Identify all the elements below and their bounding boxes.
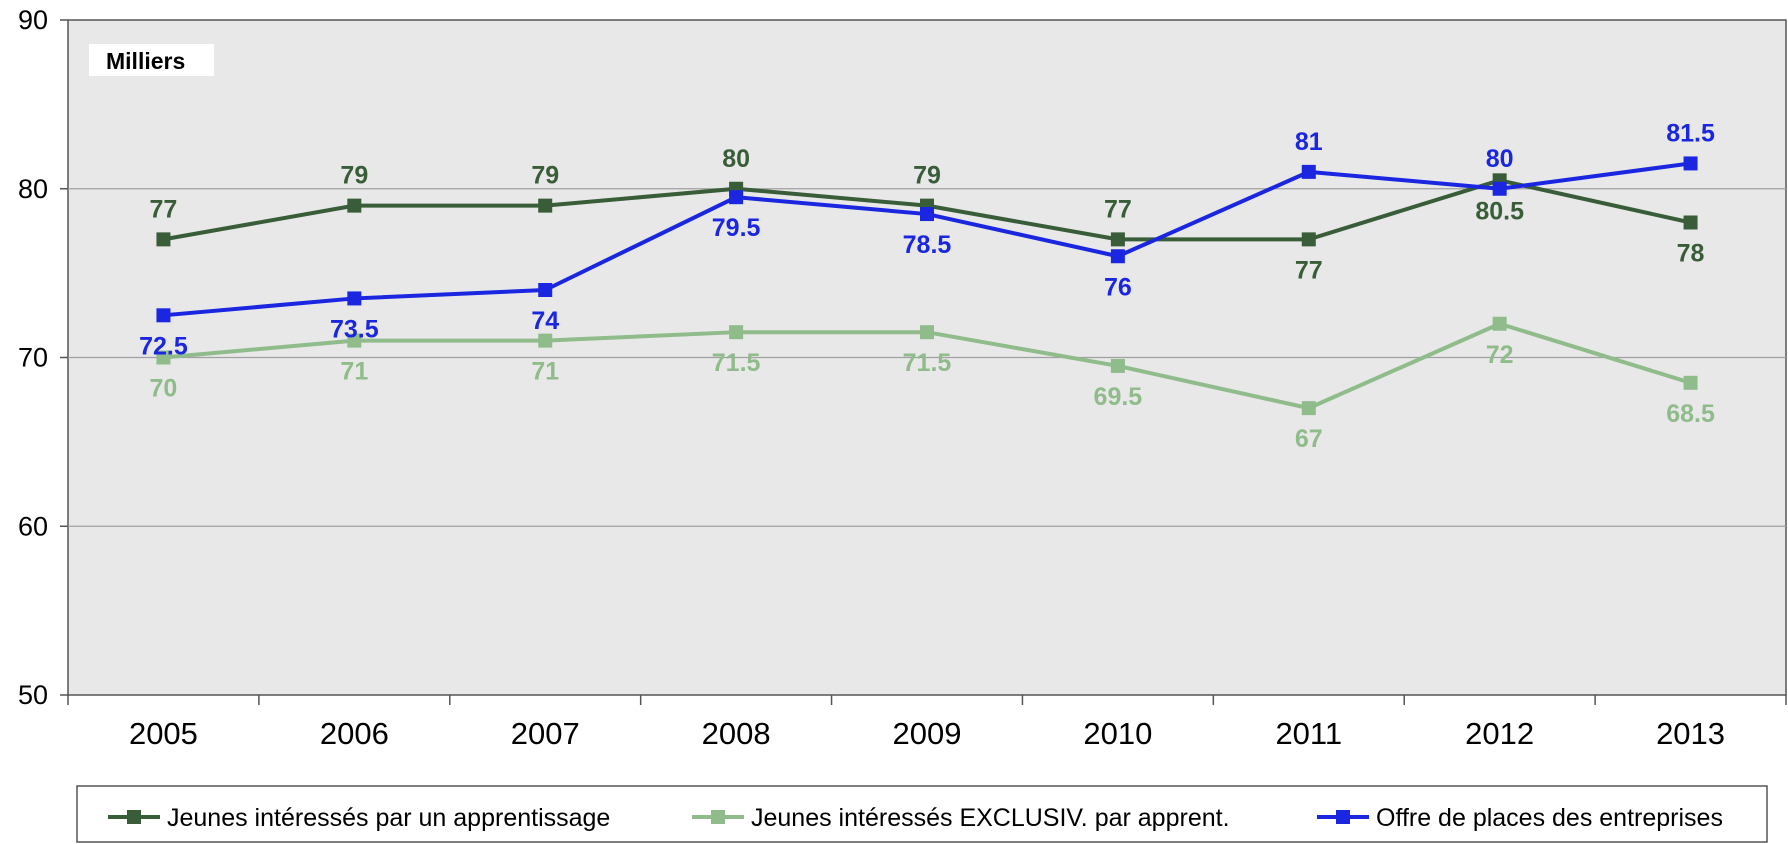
legend-item: Jeunes intéressés EXCLUSIV. par apprent. — [692, 804, 1230, 832]
data-point — [347, 333, 362, 348]
data-label: 67 — [1295, 425, 1323, 453]
data-point — [156, 308, 171, 323]
x-tick-label: 2012 — [1465, 716, 1534, 751]
unit-label: Milliers — [106, 48, 185, 74]
x-tick-label: 2007 — [511, 716, 580, 751]
x-axis: 2005 2006 2007 2008 2009 2010 2011 2012 2013 — [67, 695, 1787, 751]
data-label: 71 — [531, 358, 559, 386]
x-tick-label: 2005 — [129, 716, 198, 751]
data-labels: 77 79 79 80 79 77 77 80.5 78 70 71 71 71.5 71.5 69.5 67… — [139, 119, 1715, 453]
data-label: 72.5 — [139, 332, 188, 360]
legend-item: Offre de places des entreprises — [1317, 804, 1723, 832]
data-label: 80 — [1486, 145, 1514, 173]
data-point — [347, 198, 362, 213]
y-tick-label: 60 — [18, 511, 48, 541]
data-point — [729, 190, 744, 205]
data-label: 81.5 — [1666, 119, 1715, 147]
data-label: 81 — [1295, 128, 1323, 156]
data-label: 79 — [913, 162, 941, 190]
data-point — [920, 207, 934, 222]
y-axis: 50 60 70 80 90 — [18, 5, 68, 710]
data-point — [156, 232, 171, 247]
data-label: 74 — [531, 307, 559, 335]
data-point — [538, 333, 553, 348]
data-point — [1110, 249, 1125, 264]
data-point — [538, 283, 553, 297]
series-1 — [156, 173, 1698, 247]
data-point — [156, 350, 171, 365]
unit-box: Milliers — [89, 44, 214, 76]
data-label: 79 — [531, 162, 559, 190]
legend-swatch-marker — [711, 810, 725, 824]
legend-label: Jeunes intéressés EXCLUSIV. par apprent. — [751, 804, 1230, 832]
data-label: 79 — [340, 162, 368, 190]
x-tick-label: 2006 — [320, 716, 389, 751]
data-point — [1301, 401, 1316, 416]
data-label: 71 — [340, 358, 368, 386]
data-point — [1492, 316, 1507, 331]
data-label: 80 — [722, 145, 750, 173]
y-tick-label: 50 — [18, 680, 48, 710]
y-tick-label: 90 — [18, 5, 48, 35]
legend-item: Jeunes intéressés par un apprentissage — [108, 804, 610, 832]
data-point — [1683, 215, 1698, 230]
data-point — [920, 325, 934, 340]
legend-label: Jeunes intéressés par un apprentissage — [167, 804, 610, 832]
legend: Jeunes intéressés par un apprentissage Je… — [76, 785, 1768, 843]
legend-box — [76, 785, 1768, 843]
data-label: 72 — [1486, 341, 1514, 369]
series-2 — [156, 316, 1698, 416]
data-label: 77 — [1295, 256, 1323, 284]
legend-swatch-marker — [1336, 810, 1350, 824]
data-label: 78.5 — [903, 231, 952, 259]
data-point — [1492, 181, 1507, 196]
y-tick-label: 70 — [18, 343, 48, 373]
data-point — [1683, 375, 1698, 390]
data-point — [1301, 164, 1316, 179]
data-label: 77 — [1104, 195, 1132, 223]
data-point — [347, 291, 362, 306]
data-label: 69.5 — [1094, 383, 1143, 411]
data-point — [1301, 232, 1316, 247]
data-label: 68.5 — [1666, 400, 1715, 428]
data-point — [1683, 156, 1698, 171]
data-label: 76 — [1104, 273, 1132, 301]
data-label: 71.5 — [903, 349, 952, 377]
x-tick-label: 2010 — [1083, 716, 1152, 751]
x-tick-label: 2013 — [1656, 716, 1725, 751]
y-tick-label: 80 — [18, 174, 48, 204]
data-point — [1110, 232, 1125, 247]
x-tick-label: 2011 — [1275, 716, 1342, 751]
data-label: 73.5 — [330, 315, 379, 343]
data-label: 78 — [1677, 240, 1705, 268]
data-point — [538, 198, 553, 213]
data-point — [729, 325, 744, 340]
data-label: 71.5 — [712, 349, 761, 377]
series-3 — [156, 156, 1698, 323]
data-label: 70 — [150, 375, 178, 403]
data-point — [1110, 358, 1125, 373]
legend-swatch-marker — [127, 810, 141, 824]
x-tick-label: 2009 — [893, 716, 962, 751]
data-label: 77 — [150, 195, 178, 223]
data-label: 80.5 — [1475, 197, 1524, 225]
series-layer — [156, 156, 1698, 416]
x-tick-label: 2008 — [702, 716, 771, 751]
data-label: 79.5 — [712, 214, 761, 242]
legend-label: Offre de places des entreprises — [1376, 804, 1723, 832]
